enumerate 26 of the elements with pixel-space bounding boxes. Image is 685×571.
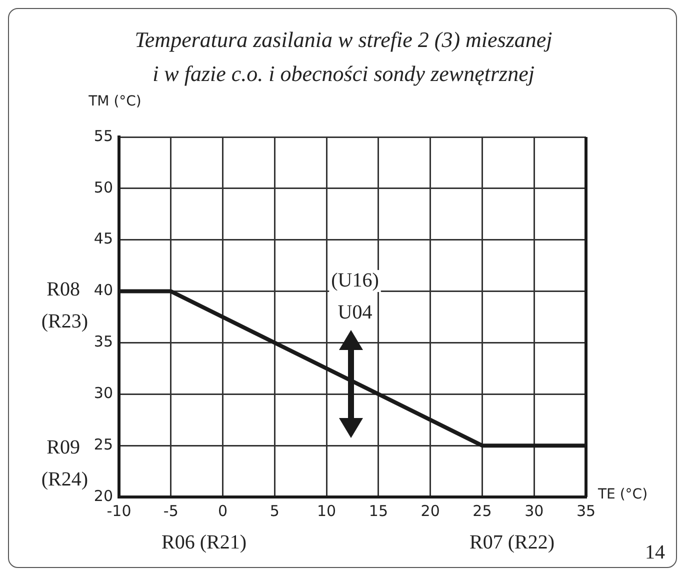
y-tick-label: 35 xyxy=(94,332,113,351)
y-tick-label: 25 xyxy=(94,435,113,454)
y-tick-label: 30 xyxy=(94,384,113,402)
y-tick-label: 55 xyxy=(94,126,113,145)
y-tick-label: 40 xyxy=(94,281,113,300)
x-tick-label: 0 xyxy=(218,502,228,520)
x-tick-label: 15 xyxy=(368,502,388,520)
x-tick-label: 25 xyxy=(472,502,492,520)
page-frame: -10 -5 0 5 10 15 20 25 30 35 20 25 30 35 40 45 50 55 Temperatura zasilania w strefie 2 (3) mieszanej i w fazie c.o. i obecności sondy zewnętrznej TM (°C) TE (°C) R08 (R23) R09 (R24) R06 (R21) R07 (R22) (U16) U04 14 xyxy=(8,8,677,568)
text: R06 (R21) xyxy=(162,531,246,554)
y-tick-label: 50 xyxy=(94,178,113,196)
y-tick-label: 45 xyxy=(94,230,113,248)
x-tick-label: -5 xyxy=(163,502,178,520)
x-tick-label: 20 xyxy=(420,502,440,520)
text: R09 (R24) xyxy=(41,436,88,490)
x-tick-label: 5 xyxy=(270,502,280,520)
y-axis-title: TM (°C) xyxy=(88,94,142,110)
text: R07 (R22) xyxy=(470,531,554,554)
annotation: (U16) U04 xyxy=(331,269,379,324)
x-tick-label: 35 xyxy=(576,502,596,520)
text: R08 (R23) xyxy=(41,278,88,332)
x-tick-label: 10 xyxy=(317,502,336,520)
chart-title: Temperatura zasilania w strefie 2 (3) mieszanej i w fazie c.o. i obecności sondy zewnętrznej xyxy=(134,26,552,86)
text: 14 xyxy=(645,541,665,564)
x-axis-title: TE (°C) xyxy=(597,486,648,503)
x-tick-label: 30 xyxy=(524,502,544,520)
